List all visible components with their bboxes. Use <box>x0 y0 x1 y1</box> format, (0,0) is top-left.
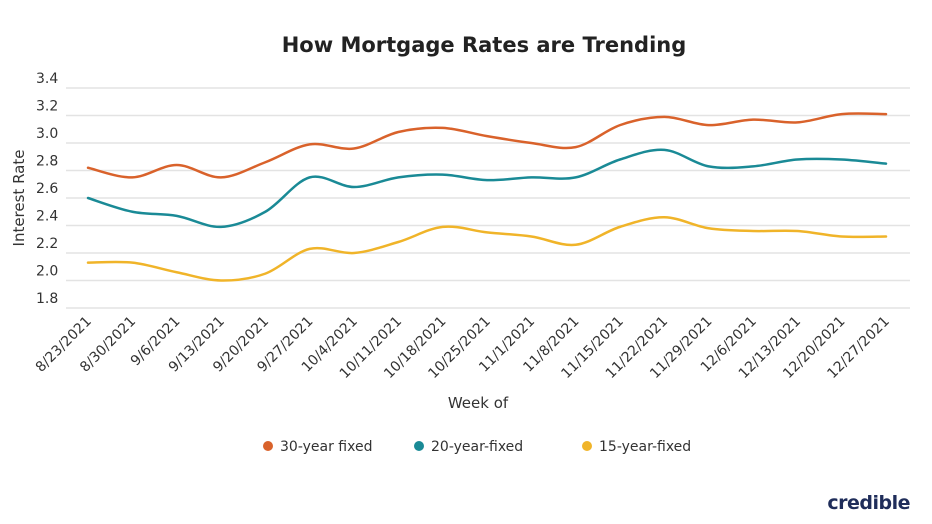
y-tick-label: 2.4 <box>36 209 58 225</box>
legend-marker <box>582 441 592 451</box>
y-tick-label: 3.0 <box>36 126 58 142</box>
series-lines <box>86 112 888 282</box>
y-tick-label: 2.0 <box>36 264 58 280</box>
chart-title: How Mortgage Rates are Trending <box>282 33 687 57</box>
x-axis-ticks: 8/23/20218/30/20219/6/20219/13/20219/20/… <box>33 314 893 382</box>
legend-label: 20-year-fixed <box>431 439 523 455</box>
credible-logo: credible <box>827 492 910 514</box>
series-line-2 <box>86 215 888 282</box>
y-axis-label: Interest Rate <box>10 150 28 247</box>
legend-marker <box>414 441 424 451</box>
series-line-1 <box>86 148 888 229</box>
legend-marker <box>263 441 273 451</box>
y-tick-label: 2.6 <box>36 181 58 197</box>
y-tick-label: 3.4 <box>36 71 58 87</box>
legend-label: 30-year fixed <box>280 439 372 455</box>
y-tick-label: 2.2 <box>36 236 58 252</box>
x-axis-label: Week of <box>448 394 509 412</box>
series-line-0 <box>86 112 888 179</box>
legend: 30-year fixed 20-year-fixed 15-year-fixed <box>263 439 691 455</box>
y-tick-label: 2.8 <box>36 154 58 170</box>
y-axis-ticks: 1.8 2.0 2.2 2.4 2.6 2.8 3.0 3.2 3.4 <box>36 71 58 307</box>
y-tick-label: 3.2 <box>36 99 58 115</box>
y-tick-label: 1.8 <box>36 291 58 307</box>
legend-label: 15-year-fixed <box>599 439 691 455</box>
